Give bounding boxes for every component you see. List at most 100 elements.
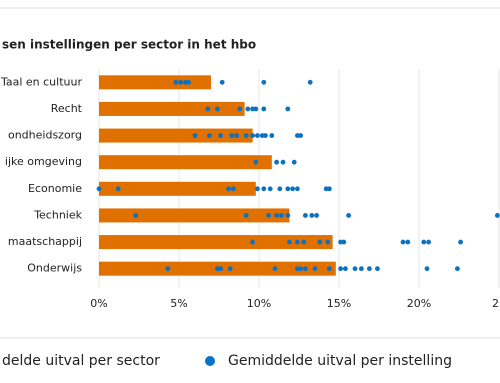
dot xyxy=(303,266,308,272)
dot xyxy=(205,106,211,112)
dot xyxy=(272,266,278,272)
bar xyxy=(99,155,272,170)
dot xyxy=(250,239,256,245)
dot xyxy=(253,159,259,165)
dot xyxy=(269,133,275,138)
dot xyxy=(243,213,249,218)
legend-swatch xyxy=(205,356,215,366)
dot xyxy=(215,106,220,112)
dot xyxy=(325,239,331,245)
dot xyxy=(245,106,251,112)
dot xyxy=(226,186,232,192)
bar xyxy=(99,128,253,143)
dot xyxy=(495,213,500,218)
dot xyxy=(231,186,236,192)
dot xyxy=(253,106,259,112)
dot xyxy=(263,133,268,138)
dot xyxy=(298,266,303,272)
dot xyxy=(314,213,319,218)
y-tick-label: Onderwijs xyxy=(27,262,82,275)
dot xyxy=(352,266,358,272)
dot xyxy=(280,159,286,165)
dot xyxy=(261,79,267,85)
dot xyxy=(400,239,406,245)
dot xyxy=(243,133,249,138)
dot xyxy=(405,239,411,245)
bar xyxy=(99,181,256,196)
bar xyxy=(99,101,245,116)
chart-title: sen instellingen per sector in het hbo xyxy=(2,38,256,52)
dot xyxy=(229,133,235,138)
dot xyxy=(343,266,348,272)
y-tick-label: ijke omgeving xyxy=(5,155,82,168)
dot xyxy=(227,266,233,272)
y-tick-label: ondheidszorg xyxy=(8,129,82,142)
dot xyxy=(421,239,427,245)
dot xyxy=(255,133,260,138)
legend-label: delde uitval per sector xyxy=(2,353,160,369)
dot xyxy=(285,106,291,112)
dot xyxy=(277,186,283,192)
dot xyxy=(341,239,347,245)
dot xyxy=(207,133,212,138)
y-tick-label: Recht xyxy=(51,102,83,115)
bar xyxy=(99,235,333,250)
dot xyxy=(218,133,224,138)
y-tick-label: Taal en cultuur xyxy=(0,75,82,88)
dot xyxy=(218,266,224,272)
bar xyxy=(99,208,290,223)
dot xyxy=(287,239,292,245)
dot xyxy=(250,133,256,138)
dot xyxy=(309,213,315,218)
dot xyxy=(279,213,284,218)
dot xyxy=(359,266,364,272)
dot xyxy=(274,159,279,165)
dot xyxy=(301,239,307,245)
x-tick-label: 5% xyxy=(170,297,187,310)
dot xyxy=(255,186,260,192)
dot xyxy=(115,186,121,192)
dot xyxy=(290,186,295,192)
y-tick-label: Economie xyxy=(28,182,82,195)
dot xyxy=(295,239,300,245)
dot xyxy=(291,159,297,165)
dot xyxy=(178,79,184,85)
dot xyxy=(298,133,303,138)
dot xyxy=(261,186,267,192)
dot xyxy=(323,186,329,192)
dot xyxy=(285,186,291,192)
dot xyxy=(234,133,240,138)
dot xyxy=(192,133,198,138)
dot xyxy=(133,213,139,218)
dot xyxy=(267,186,273,192)
y-tick-label: Techniek xyxy=(33,208,82,221)
dot xyxy=(367,266,372,272)
x-tick-label: 25 xyxy=(492,297,500,310)
dot xyxy=(237,106,243,112)
dot xyxy=(186,79,192,85)
x-tick-label: 15% xyxy=(327,297,351,310)
dot xyxy=(266,213,271,218)
dot xyxy=(426,239,431,245)
bar xyxy=(99,75,211,90)
dot xyxy=(327,266,332,272)
dot xyxy=(274,213,279,218)
dot xyxy=(375,266,380,272)
dot xyxy=(219,79,225,85)
dot xyxy=(424,266,430,272)
dot xyxy=(261,106,267,112)
dot xyxy=(317,239,323,245)
y-tick-label: maatschappij xyxy=(8,235,82,248)
dot xyxy=(346,213,351,218)
x-tick-label: 10% xyxy=(247,297,271,310)
x-tick-label: 20% xyxy=(407,297,431,310)
dot xyxy=(455,266,460,272)
dot xyxy=(96,186,102,192)
dot xyxy=(312,266,318,272)
dot xyxy=(458,239,463,245)
x-tick-label: 0% xyxy=(90,297,107,310)
dot xyxy=(173,79,179,85)
dot xyxy=(165,266,171,272)
